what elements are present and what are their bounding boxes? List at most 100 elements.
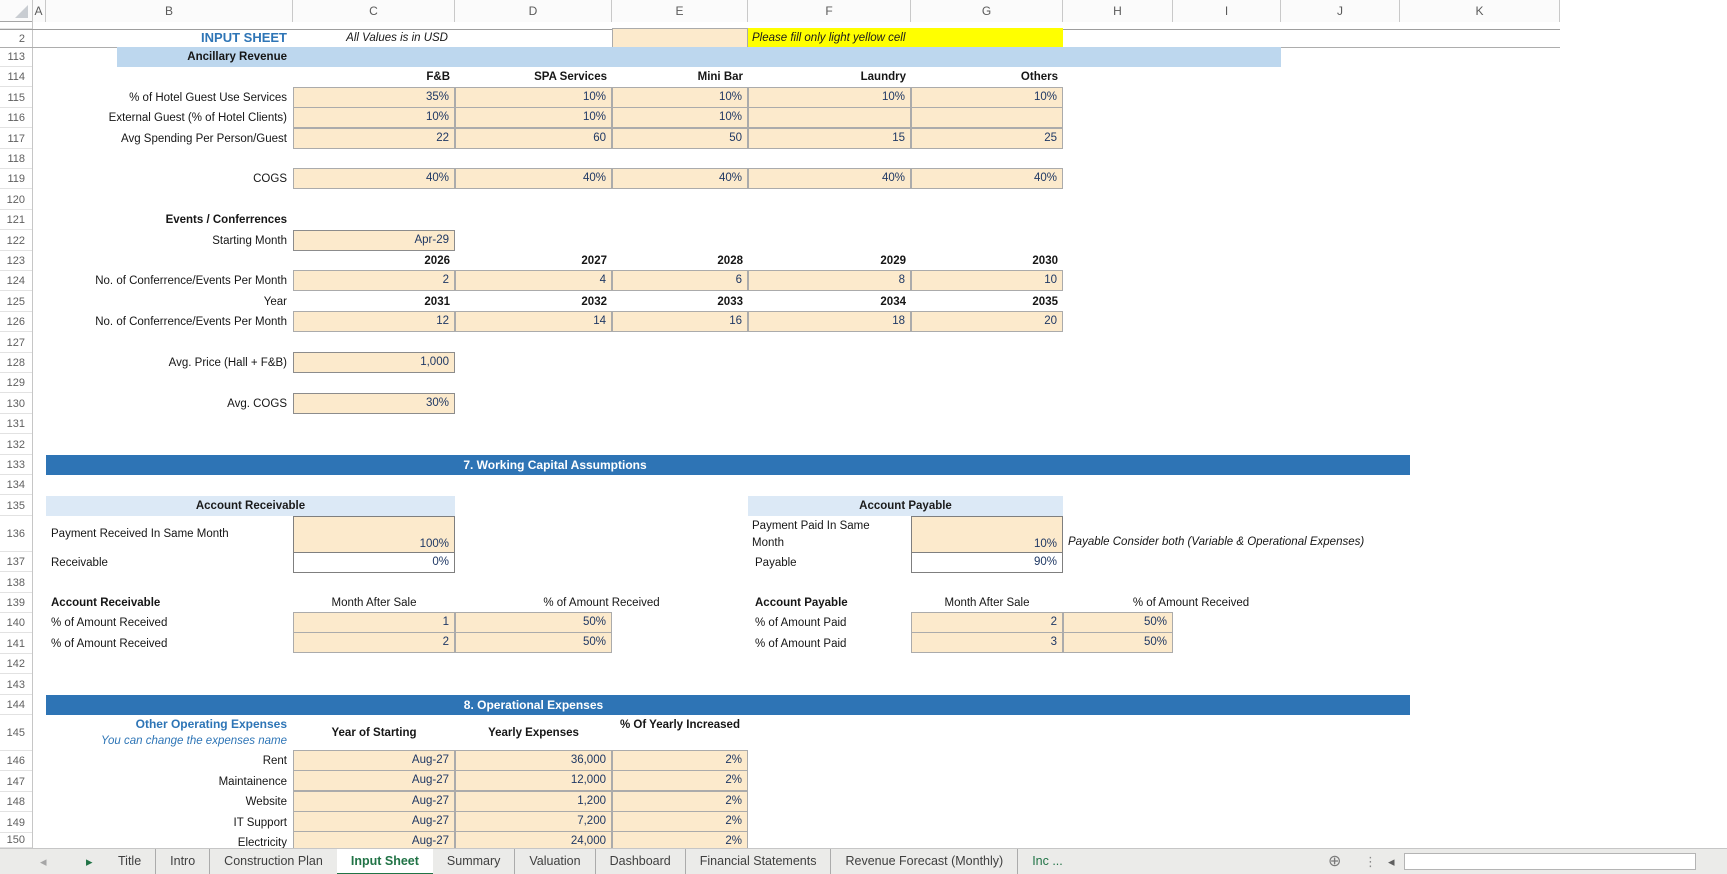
input-cell[interactable]: Aug-27 (293, 750, 455, 771)
row-header-115[interactable]: 115 (0, 88, 32, 108)
avg-price-input[interactable]: 1,000 (293, 352, 455, 373)
input-cell[interactable]: 2 (293, 270, 455, 291)
input-cell[interactable]: 40% (293, 168, 455, 189)
input-cell[interactable]: 20 (911, 311, 1063, 332)
column-header-j[interactable]: J (1281, 0, 1400, 22)
row-header-122[interactable]: 122 (0, 231, 32, 251)
row-header-124[interactable]: 124 (0, 271, 32, 291)
row-header-113[interactable]: 113 (0, 47, 32, 67)
row-header-119[interactable]: 119 (0, 169, 32, 189)
row-header-129[interactable]: 129 (0, 373, 32, 393)
input-cell[interactable]: 35% (293, 87, 455, 108)
column-header-b[interactable]: B (46, 0, 293, 22)
input-cell[interactable]: Aug-27 (293, 791, 455, 812)
row-header-147[interactable]: 147 (0, 772, 32, 792)
input-cell[interactable]: 8 (748, 270, 911, 291)
input-cell[interactable]: 1 (293, 612, 455, 633)
column-header-i[interactable]: I (1173, 0, 1281, 22)
input-cell[interactable]: Aug-27 (293, 811, 455, 832)
row-header-138[interactable]: 138 (0, 573, 32, 593)
row-header-125[interactable]: 125 (0, 292, 32, 312)
column-header-c[interactable]: C (293, 0, 455, 22)
row-header-144[interactable]: 144 (0, 695, 32, 715)
row-header-145[interactable]: 145 (0, 715, 32, 751)
sheet-tab-title[interactable]: Title (118, 854, 142, 868)
input-cell[interactable] (911, 107, 1063, 128)
input-cell[interactable]: 25 (911, 128, 1063, 149)
row-header-121[interactable]: 121 (0, 210, 32, 230)
input-cell[interactable]: 12,000 (455, 770, 612, 791)
tab-scroll-right-icon[interactable]: ▸ (86, 854, 93, 869)
input-cell[interactable]: 6 (612, 270, 748, 291)
avg-cogs-input[interactable]: 30% (293, 393, 455, 414)
input-cell[interactable]: 40% (911, 168, 1063, 189)
input-cell[interactable]: 16 (612, 311, 748, 332)
column-header-f[interactable]: F (748, 0, 911, 22)
row-header-149[interactable]: 149 (0, 813, 32, 833)
sheet-tab-dashboard[interactable]: Dashboard (594, 849, 685, 874)
sheet-tab-valuation[interactable]: Valuation (514, 849, 594, 874)
tab-options-kebab-icon[interactable]: ⋮ (1364, 854, 1377, 869)
row-header-117[interactable]: 117 (0, 129, 32, 149)
input-cell[interactable]: 10% (455, 107, 612, 128)
input-cell[interactable]: 2 (293, 632, 455, 653)
row-header-142[interactable]: 142 (0, 654, 32, 674)
input-cell[interactable]: 50% (455, 632, 612, 653)
row-header-141[interactable]: 141 (0, 634, 32, 654)
input-cell[interactable]: 40% (748, 168, 911, 189)
row-header-136[interactable]: 136 (0, 516, 32, 552)
sheet-tab-summary[interactable]: Summary (446, 854, 501, 868)
row-header-143[interactable]: 143 (0, 675, 32, 695)
row-header-135[interactable]: 135 (0, 496, 32, 516)
tab-scroll-left-icon[interactable]: ◂ (40, 854, 47, 869)
sheet-tab-intro[interactable]: Intro (155, 849, 209, 874)
column-header-h[interactable]: H (1063, 0, 1173, 22)
column-header-a[interactable]: A (32, 0, 46, 22)
row-header-146[interactable]: 146 (0, 751, 32, 771)
hscroll-left-arrow-icon[interactable]: ◂ (1388, 854, 1395, 869)
input-cell[interactable]: 24,000 (455, 831, 612, 852)
input-cell[interactable]: 22 (293, 128, 455, 149)
column-header-e[interactable]: E (612, 0, 748, 22)
row-header-114[interactable]: 114 (0, 67, 32, 87)
receivable-input[interactable]: 0% (293, 552, 455, 573)
input-cell[interactable]: 15 (748, 128, 911, 149)
row-header-148[interactable]: 148 (0, 792, 32, 812)
input-cell[interactable]: 10% (293, 107, 455, 128)
input-cell[interactable]: 36,000 (455, 750, 612, 771)
input-cell[interactable]: 50% (1063, 612, 1173, 633)
row-header-126[interactable]: 126 (0, 312, 32, 332)
input-cell[interactable]: 4 (455, 270, 612, 291)
input-cell-e2[interactable] (612, 28, 748, 49)
input-cell[interactable]: 1,200 (455, 791, 612, 812)
input-cell[interactable]: 14 (455, 311, 612, 332)
input-cell[interactable]: 50% (455, 612, 612, 633)
payment-paid-input[interactable]: 10% (911, 516, 1063, 553)
input-cell[interactable] (748, 107, 911, 128)
row-header-140[interactable]: 140 (0, 613, 32, 633)
row-header-2[interactable]: 2 (0, 29, 32, 49)
row-header-133[interactable]: 133 (0, 455, 32, 475)
row-header-139[interactable]: 139 (0, 593, 32, 613)
row-header-137[interactable]: 137 (0, 552, 32, 572)
input-cell[interactable]: 2 (911, 612, 1063, 633)
row-header-120[interactable]: 120 (0, 190, 32, 210)
input-cell[interactable]: 10% (612, 87, 748, 108)
sheet-tab-financial-statements[interactable]: Financial Statements (684, 849, 831, 874)
input-cell[interactable]: 40% (455, 168, 612, 189)
input-cell[interactable]: 3 (911, 632, 1063, 653)
column-header-k[interactable]: K (1400, 0, 1560, 22)
row-header-150[interactable]: 150 (0, 833, 32, 848)
sheet-tab-input-sheet[interactable]: Input Sheet (336, 849, 433, 874)
input-cell[interactable]: 40% (612, 168, 748, 189)
row-header-128[interactable]: 128 (0, 353, 32, 373)
new-sheet-icon[interactable]: ⊕ (1328, 853, 1342, 870)
sheet-tab-construction-plan[interactable]: Construction Plan (209, 849, 337, 874)
column-header-g[interactable]: G (911, 0, 1063, 22)
input-cell[interactable]: 2% (612, 750, 748, 771)
sheet-tab-revenue-forecast-monthly[interactable]: Revenue Forecast (Monthly) (830, 849, 1017, 874)
input-cell[interactable]: 2% (612, 811, 748, 832)
input-cell[interactable]: 2% (612, 770, 748, 791)
sheet-tab-inc[interactable]: Inc ... (1017, 849, 1077, 874)
row-header-116[interactable]: 116 (0, 108, 32, 128)
